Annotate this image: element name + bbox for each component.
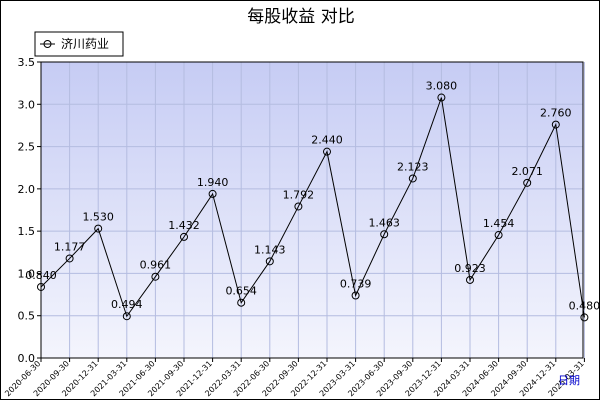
- data-point: [380, 230, 389, 239]
- data-point: [351, 291, 360, 300]
- data-label: 0.654: [225, 285, 257, 298]
- data-point: [151, 272, 160, 281]
- y-tick-label: 0.5: [18, 310, 36, 323]
- data-label: 0.961: [140, 259, 172, 272]
- y-tick-label: 1.5: [18, 225, 36, 238]
- plot-area: [41, 62, 583, 358]
- data-point: [494, 231, 503, 240]
- data-point: [466, 275, 474, 284]
- y-tick-label: 2.5: [18, 141, 36, 154]
- legend-entry-label: 济川药业: [61, 36, 109, 51]
- data-label: 1.454: [483, 217, 515, 230]
- data-label: 1.177: [54, 240, 86, 253]
- data-label: 1.530: [82, 211, 114, 224]
- data-point: [323, 147, 331, 156]
- legend: 济川药业: [34, 31, 124, 57]
- data-point: [265, 257, 274, 266]
- data-label: 0.923: [454, 262, 486, 275]
- data-label: 0.480: [569, 299, 600, 312]
- chart-title: 每股收益 对比: [247, 7, 354, 27]
- y-tick-label: 3.5: [18, 56, 36, 69]
- data-point: [408, 174, 417, 183]
- data-point: [294, 202, 303, 211]
- data-point: [580, 313, 589, 322]
- grid-lines: [41, 61, 585, 358]
- data-point: [208, 189, 217, 198]
- data-label: 1.463: [368, 216, 400, 229]
- data-point: [37, 282, 45, 291]
- data-label: 3.080: [426, 80, 458, 93]
- data-label: 2.071: [511, 165, 543, 178]
- data-label: 0.840: [25, 269, 57, 282]
- x-axis-ticks: 2020-06-302020-09-302020-12-312021-03-31…: [3, 358, 586, 398]
- x-axis-label: 日期: [558, 374, 580, 387]
- data-point: [122, 312, 131, 321]
- plot-border: [40, 61, 584, 359]
- y-tick-label: 3.0: [18, 98, 36, 111]
- axes: [40, 61, 584, 359]
- data-label: 2.123: [397, 160, 429, 173]
- legend-marker-icon: [43, 40, 52, 48]
- y-axis-ticks: 0.0 0.5 1.0 1.5 2.0 2.5 3.0 3.5: [18, 56, 41, 365]
- data-label: 1.940: [197, 176, 229, 189]
- data-label: 2.440: [311, 134, 343, 147]
- data-point: [180, 232, 188, 241]
- data-point: [237, 298, 246, 307]
- y-tick-label: 0.0: [18, 352, 36, 365]
- data-label: 0.739: [340, 278, 372, 291]
- data-label: 1.143: [254, 243, 286, 256]
- y-tick-label: 2.0: [18, 183, 36, 196]
- data-point: [65, 254, 74, 263]
- data-labels: 0.840 1.177 1.530 0.494 0.961 1.432 1.940 0.654…: [25, 80, 600, 313]
- data-label: 0.494: [111, 298, 143, 311]
- data-point: [523, 178, 532, 187]
- y-tick-label: 1.0: [18, 267, 36, 280]
- data-point: [94, 224, 103, 233]
- data-point: [437, 93, 446, 102]
- series-line-path: [40, 97, 585, 318]
- series-line: [37, 93, 589, 322]
- data-point: [551, 120, 560, 129]
- data-label: 1.792: [283, 188, 315, 201]
- data-label: 2.760: [540, 107, 572, 120]
- data-label: 1.432: [168, 219, 200, 232]
